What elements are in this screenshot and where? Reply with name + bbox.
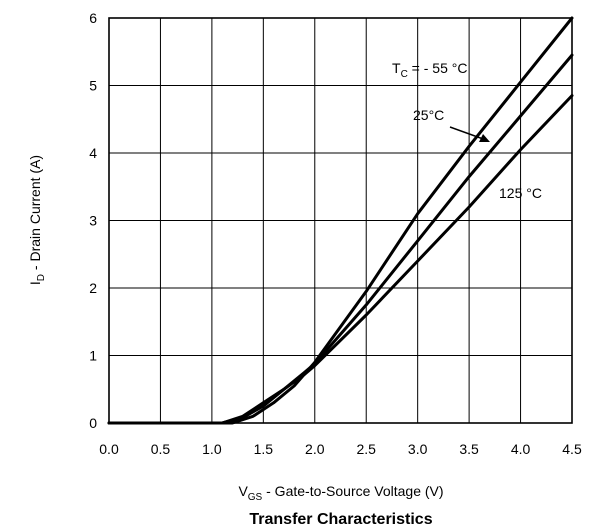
- y-tick-label: 5: [89, 78, 97, 94]
- y-axis-label: ID - Drain Current (A): [27, 155, 47, 285]
- y-tick-label: 3: [89, 213, 97, 229]
- x-tick-label: 4.0: [511, 441, 531, 457]
- x-tick-label: 3.0: [408, 441, 428, 457]
- plot-frame: [108, 17, 573, 424]
- series-line-125c: [107, 94, 574, 425]
- chart-title: Transfer Characteristics: [249, 511, 432, 528]
- x-tick-label: 1.0: [202, 441, 222, 457]
- y-tick-label: 6: [89, 10, 97, 26]
- y-tick-labels: 0 1 2 3 4 5 6: [89, 10, 97, 431]
- x-axis-label: VGS - Gate-to-Source Voltage (V): [238, 483, 443, 503]
- x-tick-label: 3.5: [459, 441, 479, 457]
- y-tick-label: 1: [89, 348, 97, 364]
- x-tick-label: 4.5: [562, 441, 582, 457]
- annotation-tc-minus55: TC = - 55 °C: [392, 60, 467, 80]
- series-line-25c: [107, 53, 574, 425]
- y-tick-label: 4: [89, 145, 97, 161]
- x-tick-labels: 0.0 0.5 1.0 1.5 2.0 2.5 3.0 3.5 4.0 4.5: [99, 441, 582, 457]
- x-tick-label: 1.5: [254, 441, 274, 457]
- x-tick-label: 2.0: [305, 441, 325, 457]
- annotation-25c-arrow: [449, 126, 487, 141]
- x-tick-label: 0.0: [99, 441, 119, 457]
- series-curves: [107, 16, 574, 425]
- x-tick-label: 2.5: [356, 441, 376, 457]
- annotation-125c: 125 °C: [499, 185, 542, 201]
- annotation-25c-arrowhead: [479, 134, 490, 142]
- annotation-25c: 25°C: [413, 107, 444, 123]
- y-tick-label: 2: [89, 280, 97, 296]
- x-tick-label: 0.5: [151, 441, 171, 457]
- grid-lines: [109, 18, 572, 423]
- y-tick-label: 0: [89, 415, 97, 431]
